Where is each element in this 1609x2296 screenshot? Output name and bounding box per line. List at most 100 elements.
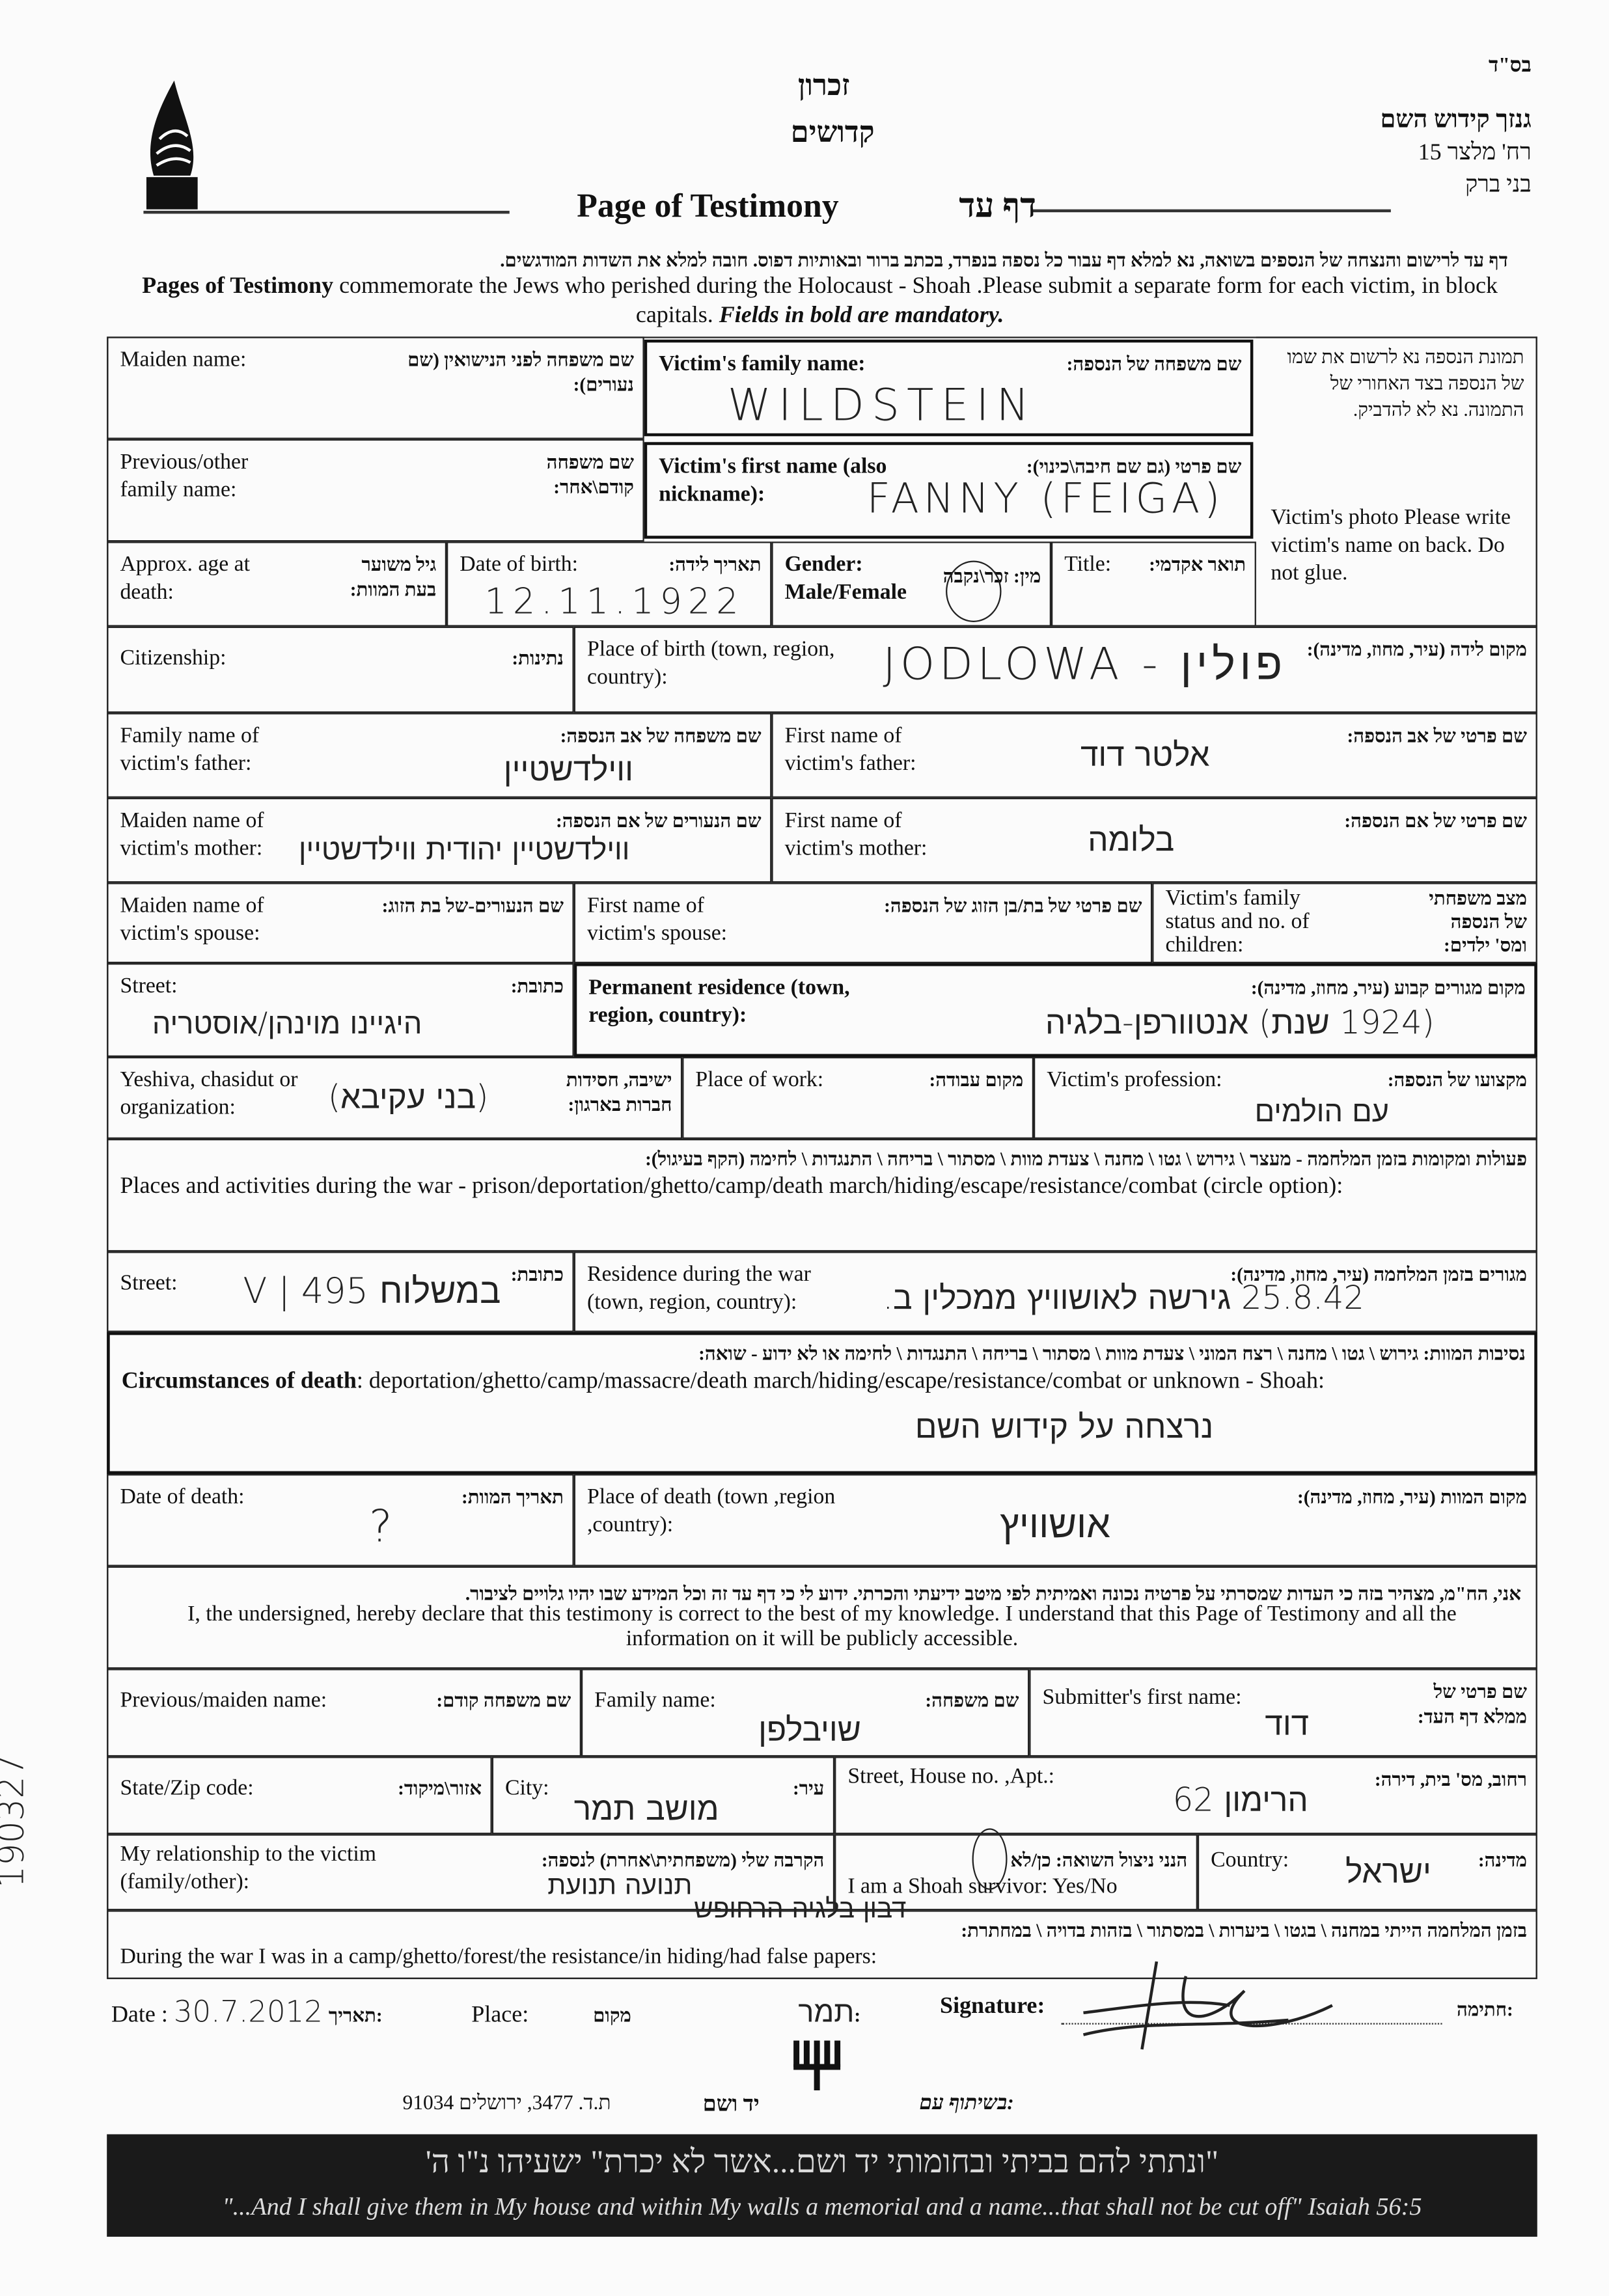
label: Victim's family status and no. of childr…: [1165, 887, 1310, 958]
title-field[interactable]: Title: תואר אקדמי:: [1051, 541, 1256, 627]
approx-age-field[interactable]: Approx. age at death: גיל משוער בעת המוו…: [107, 541, 447, 627]
org-street: רח' מלצר 15: [1418, 140, 1532, 166]
label: During the war I was in a camp/ghetto/fo…: [120, 1945, 877, 1969]
submitter-zip-field[interactable]: State/Zip code: אזור\מיקוד:: [107, 1756, 492, 1835]
signature[interactable]: [1054, 1947, 1347, 2071]
place-of-death-field[interactable]: Place of death (town ,region ,country): …: [573, 1474, 1537, 1566]
value: FANNY (FEIGA): [866, 474, 1225, 523]
submitter-first-name-field[interactable]: Submitter's first name: שם פרטי של ממלא …: [1029, 1669, 1537, 1757]
date-label: Date :: [111, 2002, 168, 2028]
header-rule-right: [1032, 209, 1391, 213]
date-line[interactable]: Date : 30.7.2012 תאריך:: [111, 1994, 383, 2029]
label-he: שם הנעורים של אם הנספה:: [555, 809, 762, 832]
instructions-bold: Pages of Testimony: [142, 273, 334, 299]
label-he: ישיבה, חסידות חברות בארגון:: [566, 1068, 672, 1115]
submitter-city-field[interactable]: City: עיר: מושב תמר: [491, 1756, 835, 1835]
label: Submitter's first name:: [1042, 1686, 1242, 1710]
place-of-birth-field[interactable]: Place of birth (town, region, country): …: [573, 626, 1537, 713]
label: Residence during the war (town, region, …: [586, 1263, 811, 1315]
street-field[interactable]: Street: כתובת: היגיינו מוינהן/אוסטריה: [107, 963, 574, 1057]
value: דבון בלגיה הרחופש: [694, 1894, 907, 1925]
value: הרימון 62: [1172, 1783, 1308, 1820]
page-title-he: דף עד: [959, 187, 1037, 225]
value: נרצחה על קידוש השם: [915, 1410, 1214, 1447]
photo-box[interactable]: תמונת הנספה נא לרשום את שמו של הנספה בצד…: [1256, 336, 1537, 627]
yeshiva-field[interactable]: Yeshiva, chasidut or organization: ישיבה…: [107, 1056, 683, 1139]
maiden-name-field[interactable]: Maiden name: שם משפחה לפני הנישואין (שם …: [107, 336, 644, 439]
label-he: מקום המוות (עיר, מחוז, מדינה):: [1297, 1486, 1528, 1508]
survivor-field[interactable]: I am a Shoah survivor: Yes/No הנני ניצול…: [834, 1828, 1198, 1911]
date-of-birth-field[interactable]: Date of birth: תאריך לידה: 12.11.1922: [447, 541, 772, 627]
label-he: הנני ניצול השואה: כן/לא: [1010, 1848, 1188, 1871]
spouse-first-name-field[interactable]: First name of victim's spouse: שם פרטי ש…: [573, 882, 1153, 964]
label-he: נסיבות המוות: גירוש \ גטו \ מחנה \ רצח ה…: [698, 1342, 1526, 1365]
value: ווילדשטיין: [503, 752, 633, 789]
mother-maiden-name-field[interactable]: Maiden name of victim's mother: שם הנעור…: [107, 797, 772, 883]
mother-first-name-field[interactable]: First name of victim's mother: שם פרטי ש…: [771, 797, 1537, 883]
permanent-residence-field[interactable]: Permanent residence (town, region, count…: [573, 963, 1537, 1057]
place-label: Place:: [471, 2002, 529, 2028]
label: Maiden name of victim's mother:: [120, 809, 264, 861]
label: Maiden name of victim's spouse:: [120, 894, 264, 946]
submitter-family-name-field[interactable]: Family name: שם משפחה: שויבלפן: [581, 1669, 1030, 1757]
value: בלומה: [1088, 823, 1175, 860]
label: City:: [505, 1777, 549, 1801]
victim-first-name-field[interactable]: Victim's first name (also nickname): שם …: [644, 442, 1254, 539]
date-of-death-field[interactable]: Date of death: תאריך המוות: ?: [107, 1474, 574, 1566]
value: דוד: [1265, 1706, 1310, 1743]
value: ישראל: [1345, 1854, 1431, 1892]
label: My relationship to the victim (family/ot…: [120, 1842, 377, 1894]
victim-family-name-field[interactable]: Victim's family name: שם משפחה של הנספה:…: [644, 339, 1254, 437]
label-he: שם פרטי (גם שם חיבה\כינוי):: [1026, 455, 1242, 478]
relationship-field[interactable]: My relationship to the victim (family/ot…: [107, 1834, 835, 1911]
label-he: נתינות:: [512, 647, 564, 669]
profession-field[interactable]: Victim's profession: מקצועו של הנספה: עם…: [1034, 1056, 1537, 1139]
spouse-maiden-name-field[interactable]: Maiden name of victim's spouse: שם הנעור…: [107, 882, 574, 964]
label: Places and activities during the war - p…: [120, 1173, 1343, 1199]
value: תנועה תנועת: [547, 1870, 693, 1902]
photo-instructions-en: Victim's photo Please write victim's nam…: [1271, 506, 1511, 586]
label-he: הקרבה שלי (משפחתית\אחרת) לנספה:: [541, 1848, 825, 1871]
father-first-name-field[interactable]: First name of victim's father: שם פרטי ש…: [771, 713, 1537, 798]
value: (1924 שנת) אנטוורפן-בלגיה: [1045, 1005, 1435, 1043]
survivor-circle: [972, 1828, 1008, 1890]
date-label-he: תאריך:: [328, 2004, 383, 2027]
value: 25.8.42 גירשה לאושוויץ ממכלין ב.: [883, 1281, 1364, 1318]
label-he: שם פרטי של אב הנספה:: [1347, 724, 1528, 747]
label: Victim's first name (also nickname):: [659, 455, 887, 507]
wartime-street-field[interactable]: Street: כתובת: V | 495 במשלוח: [107, 1251, 574, 1332]
signature-label: Signature:: [940, 1993, 1045, 2019]
label-he: כתובת:: [510, 975, 564, 997]
citizenship-field[interactable]: Citizenship: נתינות:: [107, 626, 574, 713]
wartime-places-field[interactable]: פעולות ומקומות בזמן המלחמה - מעצר \ גירו…: [107, 1138, 1537, 1252]
page-title: Page of Testimony: [577, 187, 839, 225]
label: Place of work:: [695, 1068, 824, 1092]
circumstances-of-death-field[interactable]: נסיבות המוות: גירוש \ גטו \ מחנה \ רצח ה…: [107, 1332, 1537, 1475]
value: אלטר דוד: [1080, 737, 1210, 774]
label-he: שם משפחה לפני הנישואין (שם נעורים):: [407, 348, 634, 396]
kedoshim-heading: קדושים: [790, 116, 875, 150]
instructions-mandatory: Fields in bold are mandatory.: [719, 303, 1004, 328]
submitter-street-field[interactable]: Street, House no. ,Apt.: רחוב, מס' בית, …: [834, 1756, 1537, 1835]
label: Victim's profession:: [1047, 1068, 1222, 1092]
label-he: שם משפחה של הנספה:: [1066, 353, 1242, 375]
previous-family-name-field[interactable]: Previous/other family name: שם משפחה קוד…: [107, 439, 644, 542]
yad-vashem-logo: [791, 2035, 849, 2101]
submitter-previous-name-field[interactable]: Previous/maiden name: שם משפחה קודם:: [107, 1669, 581, 1757]
quote-banner: "ונתתי להם בביתי ובחומותי יד ושם...אשר ל…: [107, 2134, 1537, 2237]
place-line[interactable]: Place: תמר מקום:: [471, 1994, 860, 2030]
family-status-field[interactable]: Victim's family status and no. of childr…: [1152, 882, 1537, 964]
country-field[interactable]: Country: מדינה: ישראל: [1197, 1834, 1537, 1911]
gender-field[interactable]: Gender: Male/Female מין: זכר\נקבה: [771, 541, 1051, 627]
value: 12.11.1922: [484, 581, 745, 622]
wartime-submitter-field[interactable]: בזמן המלחמה הייתי במחנה \ בגטו \ ביערות …: [107, 1894, 1537, 1980]
label: State/Zip code:: [120, 1777, 254, 1801]
value: V | 495 במשלוח: [243, 1270, 501, 1312]
photo-instructions-he: תמונת הנספה נא לרשום את שמו של הנספה בצד…: [1287, 345, 1524, 420]
wartime-residence-field[interactable]: Residence during the war (town, region, …: [573, 1251, 1537, 1332]
value: WILDSTEIN: [727, 380, 1037, 432]
father-family-name-field[interactable]: Family name of victim's father: שם משפחה…: [107, 713, 772, 798]
place-of-work-field[interactable]: Place of work: מקום עבודה:: [682, 1056, 1034, 1139]
label-he: תאריך לידה:: [668, 553, 762, 575]
